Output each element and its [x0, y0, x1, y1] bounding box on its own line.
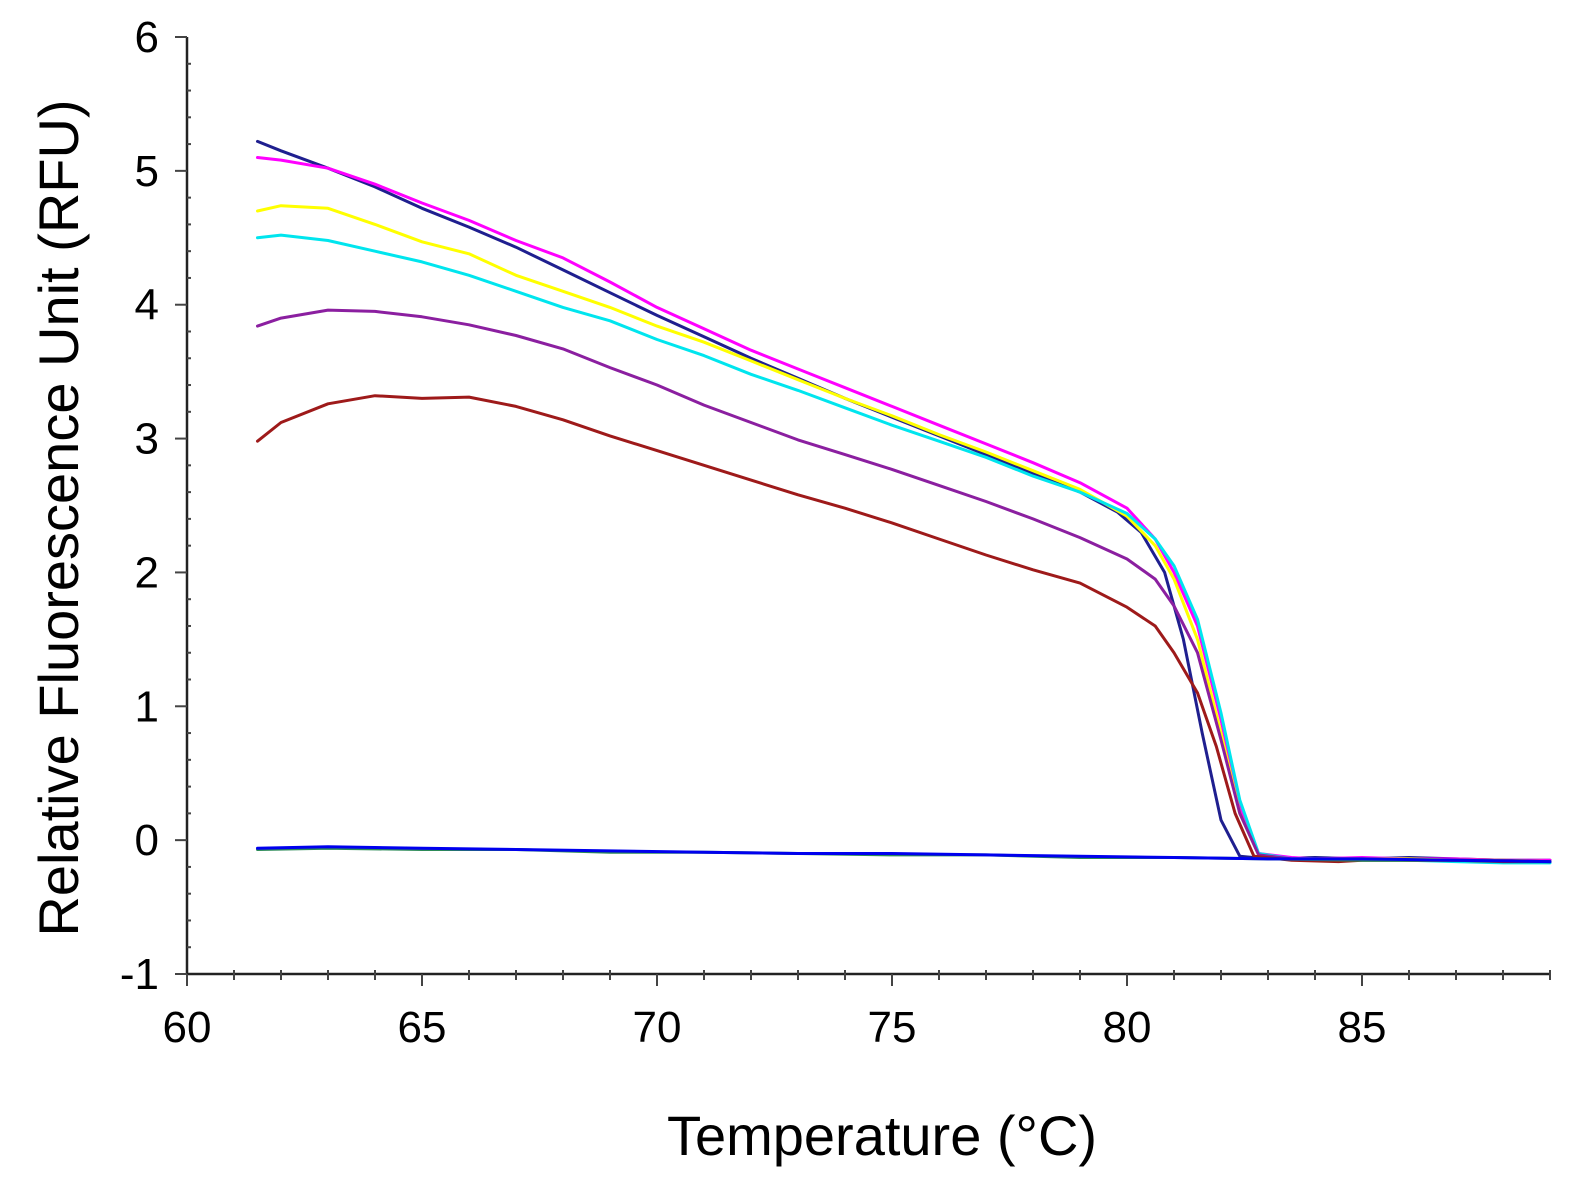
x-tick-label: 70 [633, 1003, 682, 1052]
x-tick-label: 80 [1103, 1003, 1152, 1052]
series-line-6 [256, 394, 1552, 864]
x-axis-title: Temperature (°C) [667, 1104, 1097, 1167]
tick-labels-layer: -1 0 1 2 3 4 5 6 60 65 70 75 80 85 [120, 13, 1387, 1052]
series-line-3 [256, 204, 1552, 864]
series-line-5 [256, 308, 1552, 864]
series-line-8 [256, 845, 1552, 864]
series-line-2 [256, 156, 1552, 862]
x-tick-label: 60 [163, 1003, 212, 1052]
series-layer [256, 139, 1552, 865]
x-tick-label: 85 [1338, 1003, 1387, 1052]
x-tick-label: 75 [868, 1003, 917, 1052]
y-tick-label: 0 [135, 816, 159, 865]
ticks-layer [175, 36, 1551, 986]
x-tick-label: 65 [398, 1003, 447, 1052]
y-tick-label: 1 [135, 682, 159, 731]
y-tick-label: 4 [135, 281, 159, 330]
y-tick-label: 5 [135, 147, 159, 196]
y-tick-label: 6 [135, 13, 159, 62]
y-tick-label: 3 [135, 415, 159, 464]
axes-layer [185, 37, 1550, 976]
y-axis-title: Relative Fluorescence Unit (RFU) [27, 99, 90, 936]
y-tick-label: 2 [135, 548, 159, 597]
y-tick-label: -1 [120, 950, 159, 999]
series-line-4 [256, 233, 1552, 865]
